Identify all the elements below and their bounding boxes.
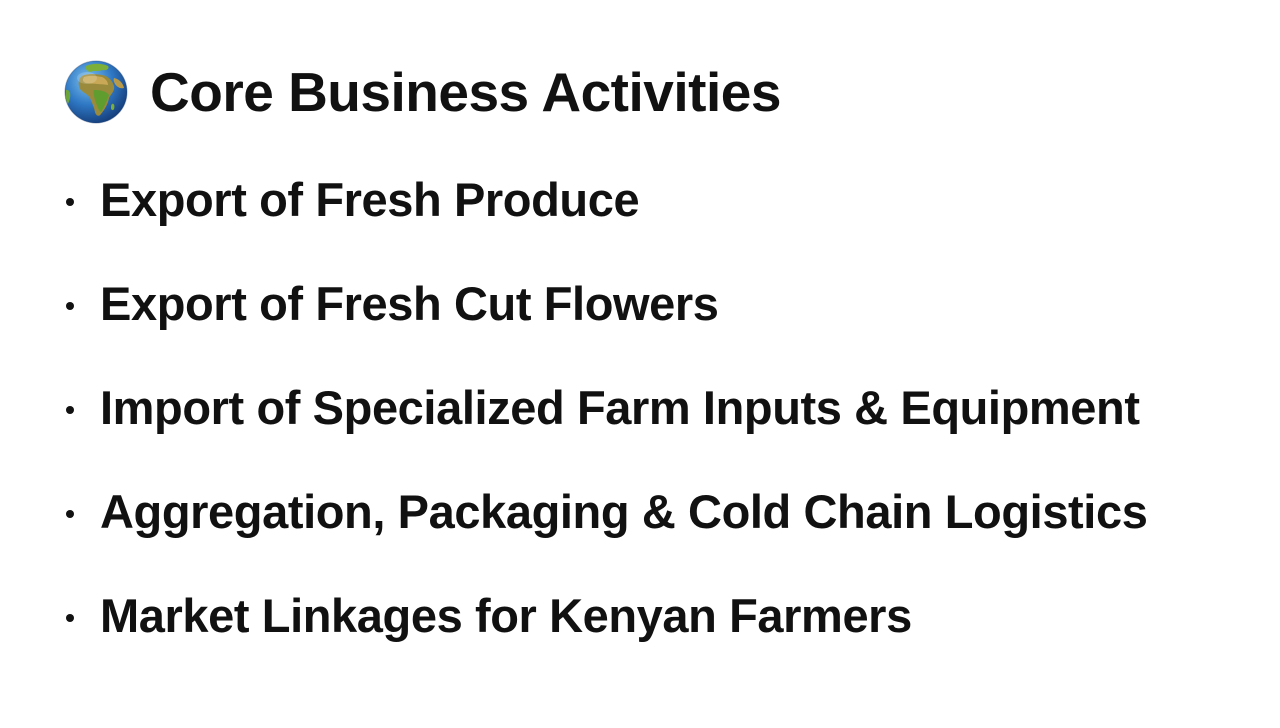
list-item-text: Export of Fresh Produce <box>100 173 640 226</box>
page-heading: Core Business Activities <box>64 58 781 126</box>
bullet-icon <box>66 406 74 414</box>
list-item: Aggregation, Packaging & Cold Chain Logi… <box>64 482 1148 586</box>
list-item-text: Market Linkages for Kenyan Farmers <box>100 589 912 642</box>
list-item: Export of Fresh Produce <box>64 170 1147 274</box>
activities-list: Export of Fresh Produce Export of Fresh … <box>64 170 1148 690</box>
bullet-icon <box>66 198 74 206</box>
bullet-icon <box>66 614 74 622</box>
bullet-icon <box>66 510 74 518</box>
list-item: Market Linkages for Kenyan Farmers <box>64 586 1147 690</box>
bullet-icon <box>66 302 74 310</box>
list-item: Import of Specialized Farm Inputs & Equi… <box>64 378 1147 482</box>
list-item-text: Export of Fresh Cut Flowers <box>100 277 719 330</box>
globe-africa-icon <box>64 60 128 124</box>
page-title: Core Business Activities <box>150 61 781 123</box>
list-item: Export of Fresh Cut Flowers <box>64 274 1147 378</box>
list-item-text: Import of Specialized Farm Inputs & Equi… <box>100 381 1140 434</box>
list-item-text: Aggregation, Packaging & Cold Chain Logi… <box>100 485 1148 538</box>
